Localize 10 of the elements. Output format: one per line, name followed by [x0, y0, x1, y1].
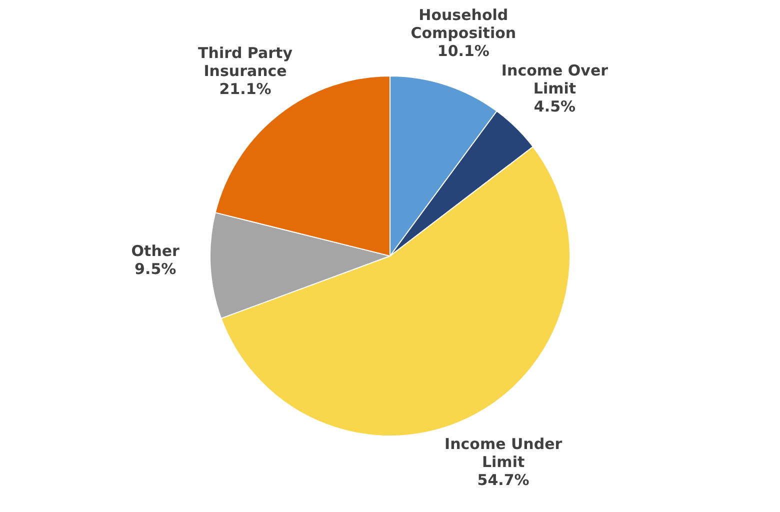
data-label: 21.1%: [219, 80, 272, 98]
slice-label: Other: [131, 242, 180, 260]
slice-label: Income Over Limit: [501, 61, 609, 98]
data-label: 10.1%: [437, 42, 490, 60]
slice-label: Household Composition: [410, 6, 516, 42]
slice-label: Income Under Limit: [444, 434, 563, 471]
data-label: 9.5%: [134, 260, 176, 278]
data-label: 54.7%: [477, 470, 530, 489]
data-label: 4.5%: [534, 97, 576, 116]
slice-label: Third Party Insurance: [198, 44, 293, 80]
